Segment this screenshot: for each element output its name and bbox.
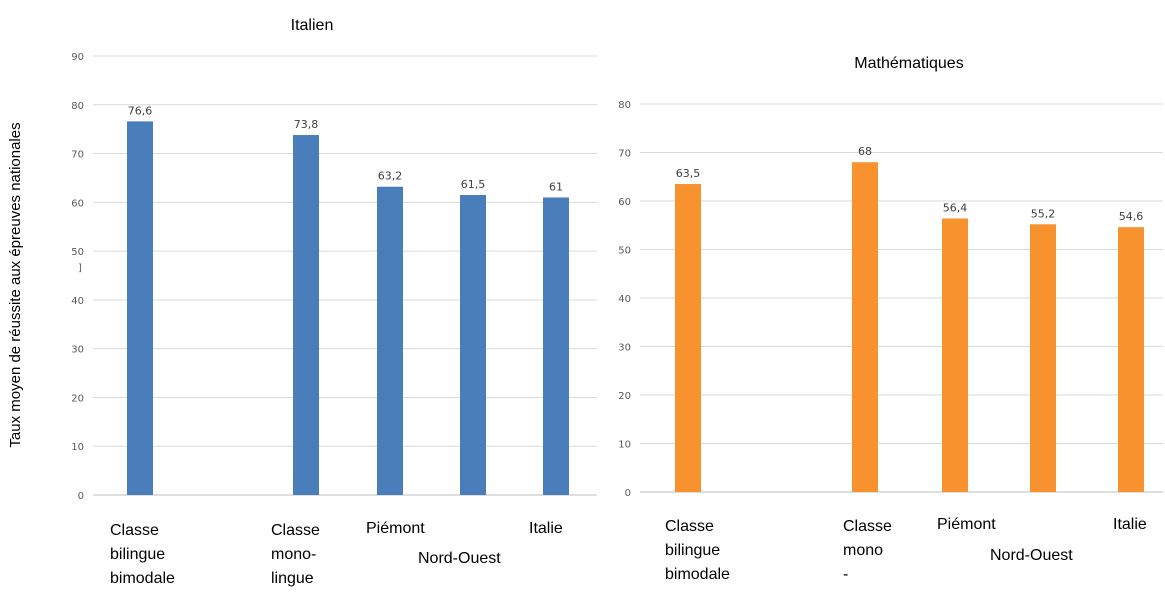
y-tick-label: 50 bbox=[618, 246, 631, 257]
bar bbox=[852, 162, 878, 492]
category-label: mono bbox=[843, 542, 883, 559]
bar bbox=[127, 121, 153, 496]
category-label: Classe bbox=[665, 518, 714, 535]
category-label: - bbox=[843, 566, 848, 583]
category-label: mono- bbox=[271, 546, 316, 563]
category-label: lingue bbox=[271, 570, 314, 587]
y-tick-label: 20 bbox=[71, 393, 84, 404]
category-label: Piémont bbox=[937, 516, 996, 533]
data-label: 55,2 bbox=[1031, 207, 1056, 220]
data-label: 56,4 bbox=[943, 201, 968, 214]
y-tick-label: 0 bbox=[625, 488, 631, 499]
category-label: Italie bbox=[1113, 516, 1147, 533]
category-label: Piémont bbox=[366, 520, 425, 537]
chart-mathematiques: Mathématiques 0 10 20 30 40 50 60 70 80 63,5 68 56,4… bbox=[618, 55, 1163, 583]
bar bbox=[942, 218, 968, 492]
category-label: Classe bbox=[271, 522, 320, 539]
data-label: 54,6 bbox=[1119, 210, 1144, 223]
y-tick-label: 40 bbox=[71, 296, 84, 307]
chart-title: Mathématiques bbox=[854, 55, 963, 72]
bar bbox=[460, 195, 486, 495]
y-tick-label: 50 bbox=[71, 247, 84, 258]
bar bbox=[377, 186, 403, 496]
y-tick-label: 80 bbox=[618, 100, 631, 111]
bar bbox=[293, 135, 319, 495]
data-label: 63,2 bbox=[378, 170, 403, 183]
y-tick-label: 40 bbox=[618, 294, 631, 305]
bar bbox=[1118, 227, 1144, 492]
category-label: bimodale bbox=[110, 570, 175, 587]
y-tick-label: 60 bbox=[618, 197, 631, 208]
category-label: Classe bbox=[110, 522, 159, 539]
category-label: bilingue bbox=[110, 546, 165, 563]
chart-italien: Italien 0 10 20 30 40 50 60 70 80 90 76,6 73,8 63,2 61… bbox=[71, 17, 597, 587]
chart-title: Italien bbox=[291, 17, 334, 34]
y-tick-label: 0 bbox=[78, 491, 84, 502]
y-tick-label: 30 bbox=[71, 345, 84, 356]
category-label: Nord-Ouest bbox=[990, 547, 1073, 564]
y-tick-label: 20 bbox=[618, 391, 631, 402]
data-label: 61 bbox=[549, 180, 563, 193]
y-tick-label: 90 bbox=[71, 52, 84, 63]
y-tick-label: 10 bbox=[71, 442, 84, 453]
category-label: bilingue bbox=[665, 542, 720, 559]
data-label: 76,6 bbox=[128, 104, 153, 117]
y-tick-label: 70 bbox=[618, 149, 631, 160]
y-tick-label: 30 bbox=[618, 343, 631, 354]
bar bbox=[675, 184, 701, 492]
data-label: 63,5 bbox=[676, 167, 701, 180]
y-tick-label: 80 bbox=[71, 101, 84, 112]
category-label: Italie bbox=[529, 520, 563, 537]
y-axis-title: Taux moyen de réussite aux épreuves nati… bbox=[7, 122, 24, 447]
data-label: 73,8 bbox=[294, 118, 319, 131]
stray-mark: ] bbox=[78, 263, 82, 274]
y-tick-label: 10 bbox=[618, 440, 631, 451]
y-tick-label: 60 bbox=[71, 198, 84, 209]
category-label: Nord-Ouest bbox=[418, 550, 501, 567]
data-label: 68 bbox=[858, 145, 872, 158]
data-label: 61,5 bbox=[461, 178, 486, 191]
bar bbox=[1030, 224, 1056, 492]
bar bbox=[543, 197, 569, 495]
y-tick-label: 70 bbox=[71, 150, 84, 161]
category-label: Classe bbox=[843, 518, 892, 535]
category-label: bimodale bbox=[665, 566, 730, 583]
